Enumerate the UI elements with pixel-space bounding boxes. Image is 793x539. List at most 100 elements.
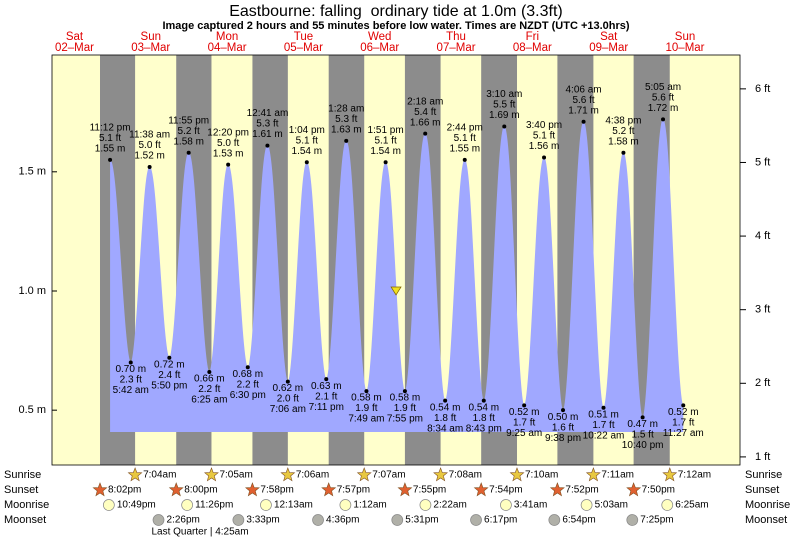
tide-label: 2.4 ft: [158, 370, 180, 381]
sunset-icon: [321, 482, 337, 497]
tide-label: 1.54 m: [292, 146, 323, 157]
tide-point: [186, 150, 191, 155]
tide-label: 1.7 ft: [513, 418, 535, 429]
sunset-time: 8:00pm: [184, 485, 217, 496]
sunrise-time: 7:11am: [601, 470, 634, 481]
tide-area: [110, 119, 684, 432]
moonrise-time: 3:41am: [514, 500, 547, 511]
tide-label: 0.72 m: [154, 359, 185, 370]
day-date: 10–Mar: [666, 42, 705, 54]
tide-label: 0.51 m: [588, 409, 619, 420]
tide-label: 5:50 pm: [151, 380, 187, 391]
tide-label: 8:43 pm: [466, 423, 502, 434]
tide-label: 0.58 m: [351, 393, 382, 404]
tide-label: 0.58 m: [390, 393, 421, 404]
row-label: Moonrise: [745, 499, 790, 511]
moonrise-time: 2:22am: [433, 500, 466, 511]
moonrise-icon: [661, 499, 674, 511]
tide-label: 1:04 pm: [289, 125, 325, 136]
moonset-time: 7:25pm: [640, 515, 673, 526]
moonset-icon: [232, 514, 245, 526]
tide-label: 5.3 ft: [256, 119, 278, 130]
tide-label: 5.0 ft: [217, 138, 239, 149]
tide-label: 5.2 ft: [612, 126, 634, 137]
tide-label: 1.58 m: [608, 136, 639, 147]
day-date: 02–Mar: [55, 42, 94, 54]
moonset-time: 3:33pm: [246, 515, 279, 526]
tide-label: 1.63 m: [331, 124, 362, 135]
tide-label: 6:25 am: [191, 395, 227, 406]
tide-label: 2.1 ft: [315, 391, 337, 402]
tide-label: 3:40 pm: [526, 120, 562, 131]
tide-label: 0.54 m: [430, 402, 461, 413]
tide-label: 1.52 m: [134, 151, 165, 162]
sunset-icon: [92, 482, 108, 497]
row-label: Moonset: [4, 514, 46, 526]
tide-label: 5.5 ft: [493, 100, 515, 111]
tide-label: 1.55 m: [95, 144, 126, 155]
moonset-icon: [548, 514, 561, 526]
tide-label: 1.56 m: [529, 141, 560, 152]
tide-label: 1.66 m: [410, 117, 441, 128]
moonrise-time: 10:49pm: [117, 500, 156, 511]
tide-label: 0.54 m: [468, 402, 499, 413]
tide-point: [581, 119, 586, 124]
current-level-marker: [390, 286, 402, 296]
tide-point: [383, 160, 388, 165]
tide-point: [462, 157, 467, 162]
day-date: 06–Mar: [360, 42, 399, 54]
tide-label: 5.1 ft: [296, 135, 318, 146]
day-date: 09–Mar: [589, 42, 628, 54]
day-name: Mon: [216, 31, 238, 43]
sunrise-icon: [280, 467, 296, 482]
tide-label: 2.2 ft: [237, 379, 259, 390]
row-label: Sunset: [745, 484, 779, 496]
tide-label: 4:06 am: [566, 84, 602, 95]
chart-subtitle: Image captured 2 hours and 55 minutes be…: [162, 20, 629, 32]
sunrise-icon: [433, 467, 449, 482]
tide-label: 10:22 am: [583, 430, 625, 441]
chart-title: Eastbourne: falling ordinary tide at 1.0…: [229, 3, 563, 20]
day-name: Sat: [600, 31, 618, 43]
moonrise-icon: [339, 499, 352, 511]
sunrise-icon: [127, 467, 143, 482]
moonrise-icon: [181, 499, 193, 511]
tide-label: 7:49 am: [348, 414, 384, 425]
sunrise-time: 7:04am: [143, 470, 176, 481]
tide-label: 5.1 ft: [374, 135, 396, 146]
plot-frame: [51, 54, 741, 466]
tide-label: 0.52 m: [668, 407, 699, 418]
sunrise-icon: [203, 467, 219, 482]
tide-label: 1.54 m: [370, 146, 401, 157]
day-date: 05–Mar: [284, 42, 323, 54]
tide-point: [522, 403, 527, 408]
sunset-time: 7:58pm: [260, 485, 293, 496]
tide-label: 1.72 m: [648, 103, 679, 114]
tide-point: [621, 150, 626, 155]
moon-phase: Last Quarter | 4:25am: [151, 527, 248, 538]
tide-label: 1.5 ft: [631, 429, 653, 440]
day-name: Wed: [368, 31, 391, 43]
y2-tick-label: 6 ft: [755, 83, 770, 95]
tide-label: 5.6 ft: [572, 95, 594, 106]
tide-label: 1.6 ft: [552, 422, 574, 433]
moonrise-time: 1:12am: [353, 500, 386, 511]
sunset-icon: [626, 482, 642, 497]
tide-label: 1.7 ft: [592, 420, 614, 431]
sunset-time: 7:57pm: [337, 485, 370, 496]
day-name: Fri: [526, 31, 539, 43]
tide-point: [542, 155, 547, 160]
tide-label: 5.4 ft: [414, 107, 436, 118]
tide-point: [226, 162, 231, 167]
sunrise-icon: [585, 467, 601, 482]
moonrise-time: 5:03am: [595, 500, 628, 511]
tide-label: 5:05 am: [645, 82, 681, 93]
tide-label: 10:40 pm: [622, 440, 664, 451]
tide-label: 11:27 am: [663, 428, 704, 439]
tide-point: [304, 160, 309, 165]
tide-point: [423, 131, 428, 136]
sunset-time: 7:50pm: [642, 485, 675, 496]
moonset-icon: [152, 514, 165, 526]
tide-point: [402, 389, 407, 394]
